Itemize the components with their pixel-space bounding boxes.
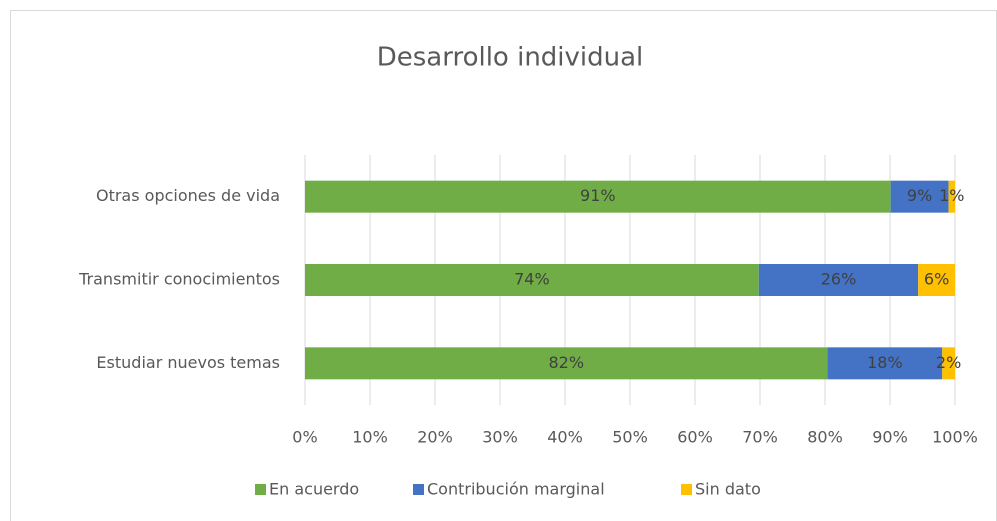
bar-segment xyxy=(942,347,955,380)
y-tick-label: Transmitir conocimientos xyxy=(78,270,280,289)
x-tick-label: 70% xyxy=(742,428,778,447)
chart-title: Desarrollo individual xyxy=(377,43,644,73)
x-tick-label: 60% xyxy=(677,428,713,447)
x-tick-label: 40% xyxy=(547,428,583,447)
data-label: 9% xyxy=(907,186,932,205)
x-tick-label: 50% xyxy=(612,428,648,447)
x-tick-label: 10% xyxy=(352,428,388,447)
legend-label: En acuerdo xyxy=(269,480,359,499)
bar-segment xyxy=(305,180,891,213)
bar-segment xyxy=(948,180,955,213)
legend-swatch xyxy=(681,484,692,495)
data-label: 26% xyxy=(821,270,857,289)
data-label: 6% xyxy=(924,270,949,289)
bar-segment xyxy=(918,264,955,296)
bar-segment xyxy=(890,180,949,213)
bar-segment xyxy=(305,264,759,296)
legend-swatch xyxy=(413,484,424,495)
x-tick-label: 90% xyxy=(872,428,908,447)
data-label: 2% xyxy=(936,353,961,372)
y-tick-label: Estudiar nuevos temas xyxy=(96,353,280,372)
x-tick-label: 30% xyxy=(482,428,518,447)
bar-segment xyxy=(758,264,919,296)
legend-label: Sin dato xyxy=(695,480,761,499)
data-label: 18% xyxy=(867,353,903,372)
legend-label: Contribución marginal xyxy=(427,480,605,499)
x-tick-label: 80% xyxy=(807,428,843,447)
data-label: 91% xyxy=(580,186,616,205)
x-tick-label: 20% xyxy=(417,428,453,447)
x-tick-label: 0% xyxy=(292,428,317,447)
data-label: 1% xyxy=(939,186,964,205)
bar-segment xyxy=(305,347,828,380)
x-tick-label: 100% xyxy=(932,428,978,447)
bar-segment xyxy=(827,347,943,380)
legend-swatch xyxy=(255,484,266,495)
y-tick-label: Otras opciones de vida xyxy=(96,186,280,205)
data-label: 74% xyxy=(514,270,550,289)
data-label: 82% xyxy=(548,353,584,372)
